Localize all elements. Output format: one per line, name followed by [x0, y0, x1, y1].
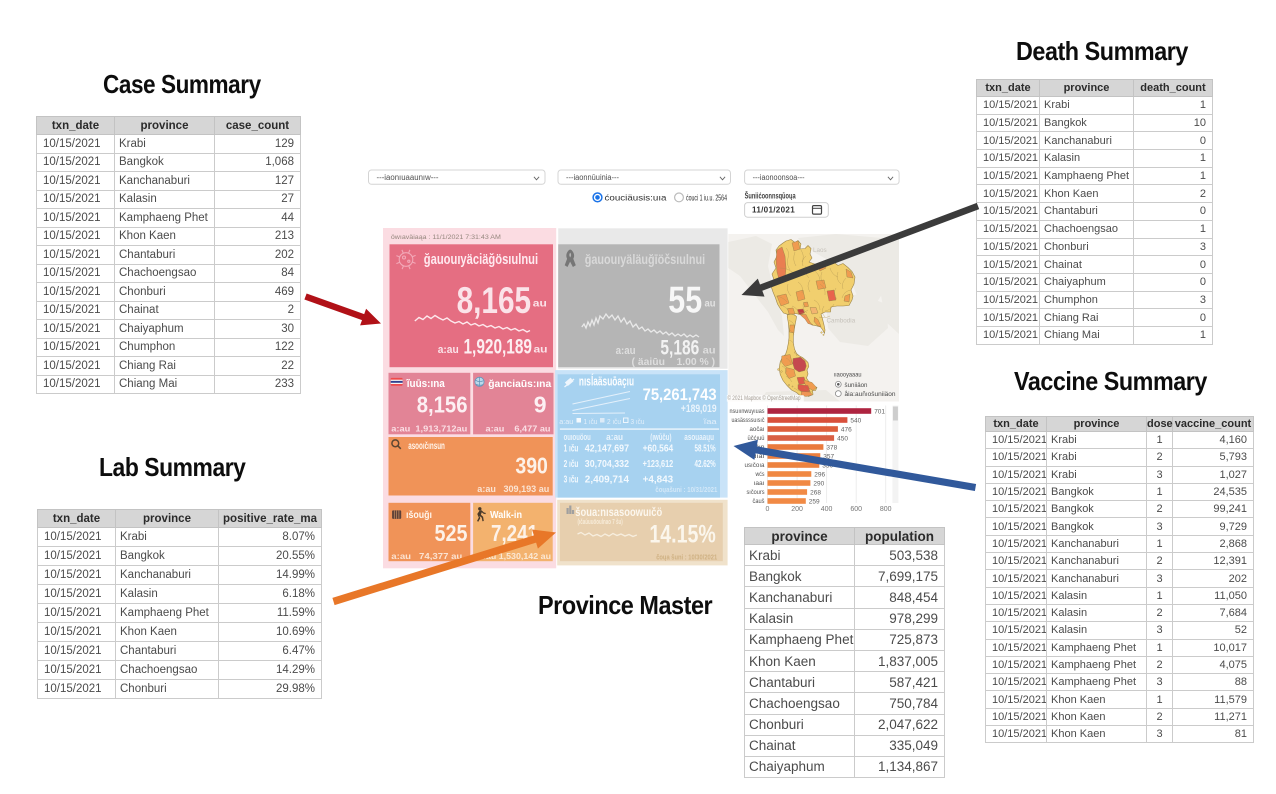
svg-text:800: 800 — [880, 506, 892, 513]
svg-text:1 ıču: 1 ıču — [584, 417, 598, 426]
svg-text:asooıčınsun: asooıčınsun — [408, 441, 445, 452]
svg-text:1 ıču: 1 ıču — [564, 444, 579, 455]
svg-text:2,409,714: 2,409,714 — [585, 474, 630, 485]
svg-text:čoųa šuni : 10/30/2021: čoųa šuni : 10/30/2021 — [656, 552, 717, 561]
svg-text:+123,612: +123,612 — [643, 459, 674, 470]
svg-text:ğauouıyäciäğösıulnui: ğauouıyäciäğösıulnui — [424, 252, 538, 268]
svg-text:a:au 74,377 au: a:au 74,377 au — [391, 551, 462, 561]
svg-text:au: au — [703, 345, 716, 356]
svg-text:nsuıınwuyıuas: nsuıınwuyıuas — [730, 409, 765, 415]
svg-text:(ıwūču): (ıwūču) — [650, 432, 671, 443]
svg-text:ouıouöou: ouıouöou — [564, 432, 591, 443]
svg-text:usıčoıa: usıčoıa — [745, 463, 766, 469]
svg-text:8,156: 8,156 — [417, 391, 468, 417]
svg-text:---iaonoonsoa---: ---iaonoonsoa--- — [753, 173, 805, 182]
svg-text:ııaooyaaau: ııaooyaaau — [834, 372, 862, 379]
svg-text:8,165: 8,165 — [457, 280, 532, 321]
svg-text:2 ıču: 2 ıču — [607, 417, 621, 426]
svg-text:357: 357 — [823, 453, 834, 460]
svg-text:58.51%: 58.51% — [695, 444, 716, 455]
svg-text:au: au — [534, 344, 548, 355]
svg-text:a:au: a:au — [616, 345, 636, 357]
svg-text:öwıaväiaąa : 11/1/2021 7:31:43: öwıaväiaąa : 11/1/2021 7:31:43 AM — [391, 234, 501, 241]
svg-text:14.15%: 14.15% — [649, 520, 715, 548]
svg-text:9: 9 — [534, 391, 547, 417]
svg-text:a:au 309,193 au: a:au 309,193 au — [477, 484, 549, 494]
svg-text:1,920,189: 1,920,189 — [464, 335, 533, 358]
svg-text:296: 296 — [814, 471, 825, 478]
svg-text:+189,019: +189,019 — [681, 403, 717, 415]
svg-text:450: 450 — [837, 435, 848, 442]
svg-text:Cambodia: Cambodia — [827, 318, 856, 325]
svg-text:200: 200 — [791, 506, 803, 513]
svg-text:Walk-in: Walk-in — [490, 510, 522, 521]
svg-text:2 ıču: 2 ıču — [564, 459, 579, 470]
svg-text:ĩaa: ĩaa — [702, 417, 717, 426]
svg-text:42,147,697: 42,147,697 — [585, 444, 630, 455]
svg-text:a:au 1,913,712au: a:au 1,913,712au — [391, 423, 467, 433]
svg-text:42.62%: 42.62% — [695, 459, 716, 470]
svg-text:290: 290 — [813, 480, 824, 487]
svg-text:701: 701 — [874, 408, 885, 415]
svg-text:ĩuūs:ına: ĩuūs:ına — [406, 378, 446, 390]
svg-text:ćouciäusis:uıa: ćouciäusis:uıa — [605, 192, 667, 202]
svg-text:ıšouğı: ıšouğı — [406, 510, 432, 521]
svg-text:ğanciaūs:ına: ğanciaūs:ına — [488, 378, 551, 390]
svg-text:a:au: a:au — [438, 344, 459, 356]
svg-text:476: 476 — [841, 426, 852, 433]
svg-text:a:au: a:au — [606, 432, 623, 443]
svg-text:( äaiūu 1.00 % ): ( äaiūu 1.00 % ) — [632, 356, 716, 368]
svg-text:11/01/2021: 11/01/2021 — [752, 205, 795, 215]
svg-text:čoųašuni : 10/31/2021: čoųašuni : 10/31/2021 — [655, 485, 717, 494]
svg-text:wćs: wćs — [755, 472, 765, 478]
svg-text:---iaonnūuinia---: ---iaonnūuinia--- — [566, 173, 619, 182]
svg-text:asouaaųu: asouaaųu — [684, 432, 714, 443]
svg-text:Laos: Laos — [813, 247, 827, 254]
svg-text:uasässssuısıč: uasässssuısıč — [732, 418, 765, 424]
svg-text:55: 55 — [668, 279, 702, 320]
svg-text:a:au 1,530,142 au: a:au 1,530,142 au — [478, 551, 551, 561]
svg-text:75,261,743: 75,261,743 — [643, 385, 717, 404]
svg-text:268: 268 — [810, 489, 821, 496]
svg-text:a:au: a:au — [559, 417, 573, 426]
svg-text:3 ıču: 3 ıču — [564, 474, 579, 485]
svg-text:åia:auñıošuniiäon: åia:auñıošuniiäon — [845, 390, 896, 398]
svg-text:350: 350 — [822, 462, 833, 469]
svg-text:+60,564: +60,564 — [643, 444, 674, 455]
svg-text:Šuniićoonnsqūoųa: Šuniićoonnsqūoųa — [745, 191, 796, 200]
svg-text:259: 259 — [809, 498, 820, 505]
svg-text:---iaonıuaaunıw---: ---iaonıuaaunıw--- — [377, 173, 439, 182]
svg-text:3 ıču: 3 ıču — [631, 417, 645, 426]
svg-text:600: 600 — [850, 506, 862, 513]
svg-text:uıaı: uıaı — [753, 454, 765, 460]
svg-text:šoua:nısasoowuıčö: šoua:nısasoowuıčö — [575, 505, 662, 519]
svg-text:390: 390 — [515, 453, 548, 479]
svg-text:au: au — [705, 298, 716, 309]
svg-text:aočaı: aočaı — [750, 427, 765, 433]
svg-text:525: 525 — [435, 520, 468, 546]
svg-text:a:au 6,477 au: a:au 6,477 au — [486, 423, 551, 433]
svg-text:(ıčaúuuöoulnao 7 šu): (ıčaúuuöoulnao 7 šu) — [578, 519, 623, 526]
svg-text:ğauouıyäläuğīöčsıulnui: ğauouıyäläuğīöčsıulnui — [585, 251, 705, 267]
svg-text:30,704,332: 30,704,332 — [585, 459, 630, 470]
svg-text:sıčours: sıčours — [747, 490, 765, 496]
svg-text:ćouci 1 iu.u. 2564: ćouci 1 iu.u. 2564 — [686, 192, 727, 202]
svg-text:ıaaı: ıaaı — [754, 481, 765, 487]
svg-text:378: 378 — [826, 444, 837, 451]
svg-text:5,186: 5,186 — [660, 336, 699, 359]
svg-text:šuniiäon: šuniiäon — [845, 382, 868, 389]
svg-text:au: au — [533, 298, 547, 309]
svg-text:nısĺaäsuōaçıu: nısĺaäsuōaçıu — [579, 374, 634, 389]
svg-text:540: 540 — [850, 417, 861, 424]
svg-text:+4,843: +4,843 — [643, 474, 674, 485]
svg-text:400: 400 — [821, 506, 833, 513]
svg-text:ūčćıuü: ūčćıuü — [748, 436, 765, 442]
svg-text:© 2021 Mapbox © OpenStreetMap: © 2021 Mapbox © OpenStreetMap — [728, 395, 802, 402]
svg-text:0: 0 — [766, 506, 770, 513]
svg-text:čauš: čauš — [753, 499, 765, 505]
